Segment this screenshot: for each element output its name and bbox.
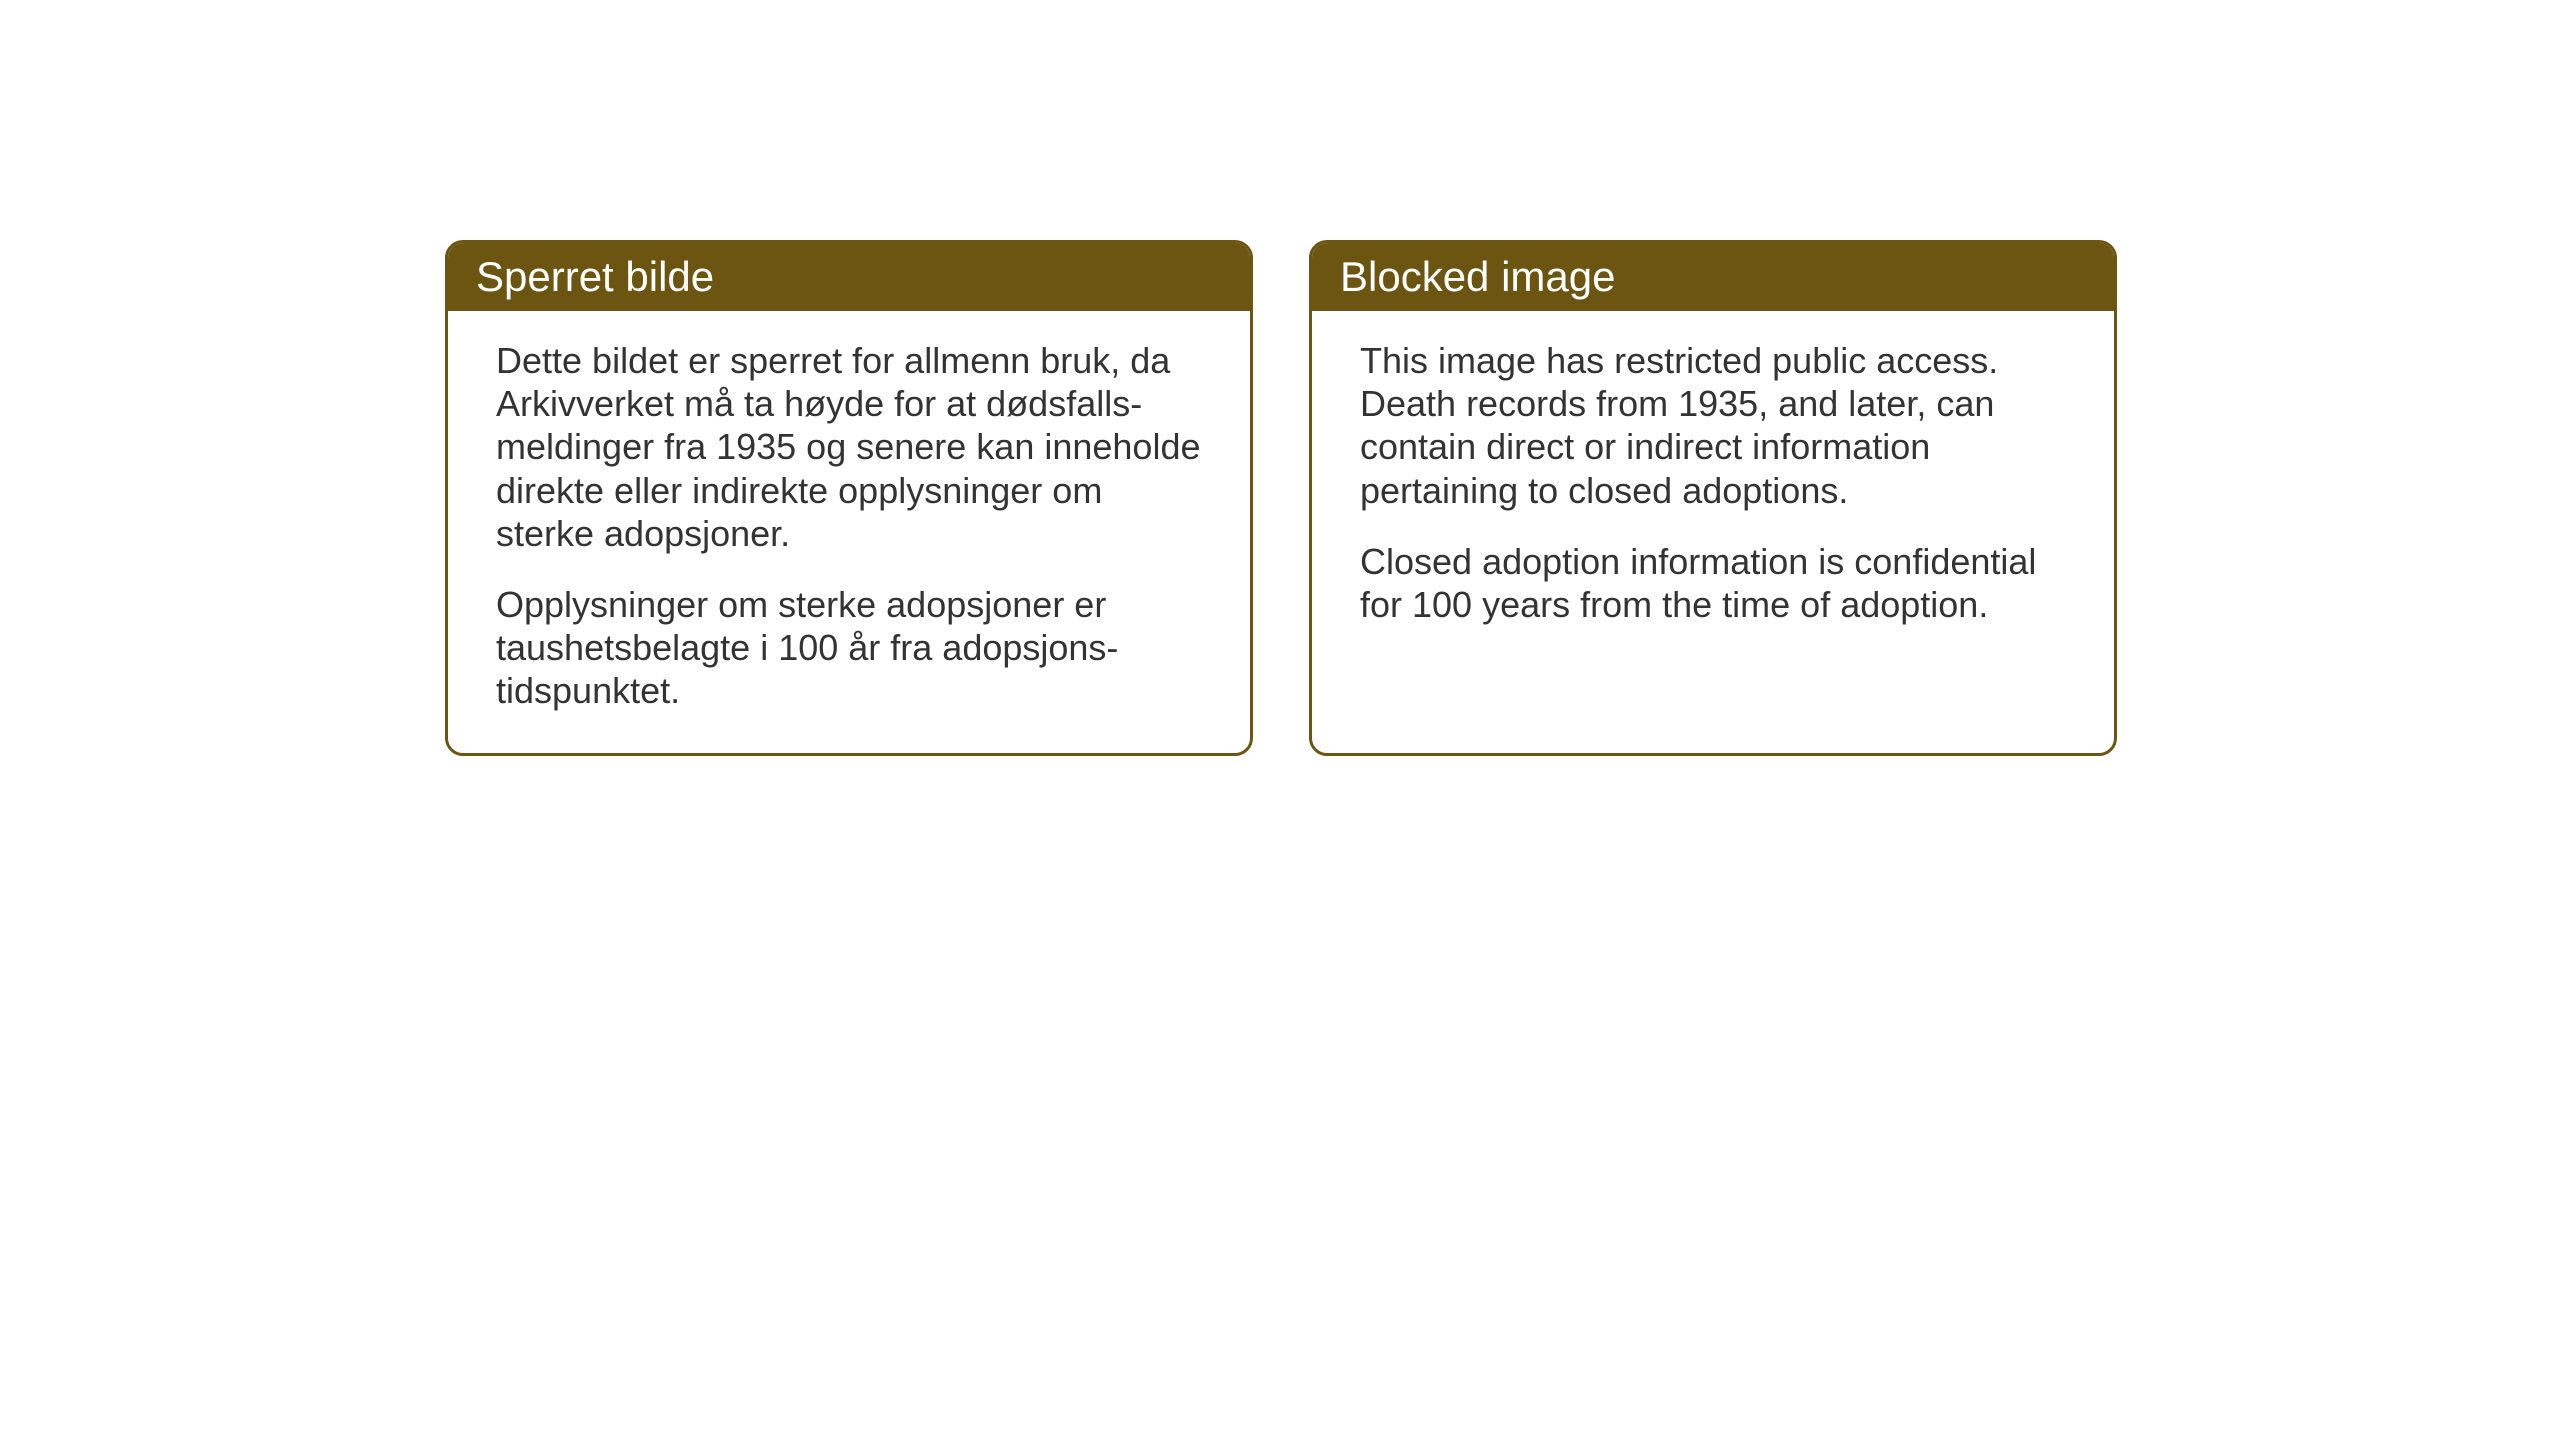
card-paragraph-1-english: This image has restricted public access.… <box>1360 339 2066 512</box>
card-paragraph-2-norwegian: Opplysninger om sterke adopsjoner er tau… <box>496 583 1202 713</box>
notice-cards-container: Sperret bilde Dette bildet er sperret fo… <box>445 240 2117 756</box>
card-header-english: Blocked image <box>1312 243 2114 311</box>
card-header-norwegian: Sperret bilde <box>448 243 1250 311</box>
notice-card-norwegian: Sperret bilde Dette bildet er sperret fo… <box>445 240 1253 756</box>
card-title-english: Blocked image <box>1340 253 1615 300</box>
card-body-norwegian: Dette bildet er sperret for allmenn bruk… <box>448 311 1250 753</box>
card-paragraph-1-norwegian: Dette bildet er sperret for allmenn bruk… <box>496 339 1202 555</box>
card-title-norwegian: Sperret bilde <box>476 253 714 300</box>
notice-card-english: Blocked image This image has restricted … <box>1309 240 2117 756</box>
card-paragraph-2-english: Closed adoption information is confident… <box>1360 540 2066 626</box>
card-body-english: This image has restricted public access.… <box>1312 311 2114 666</box>
